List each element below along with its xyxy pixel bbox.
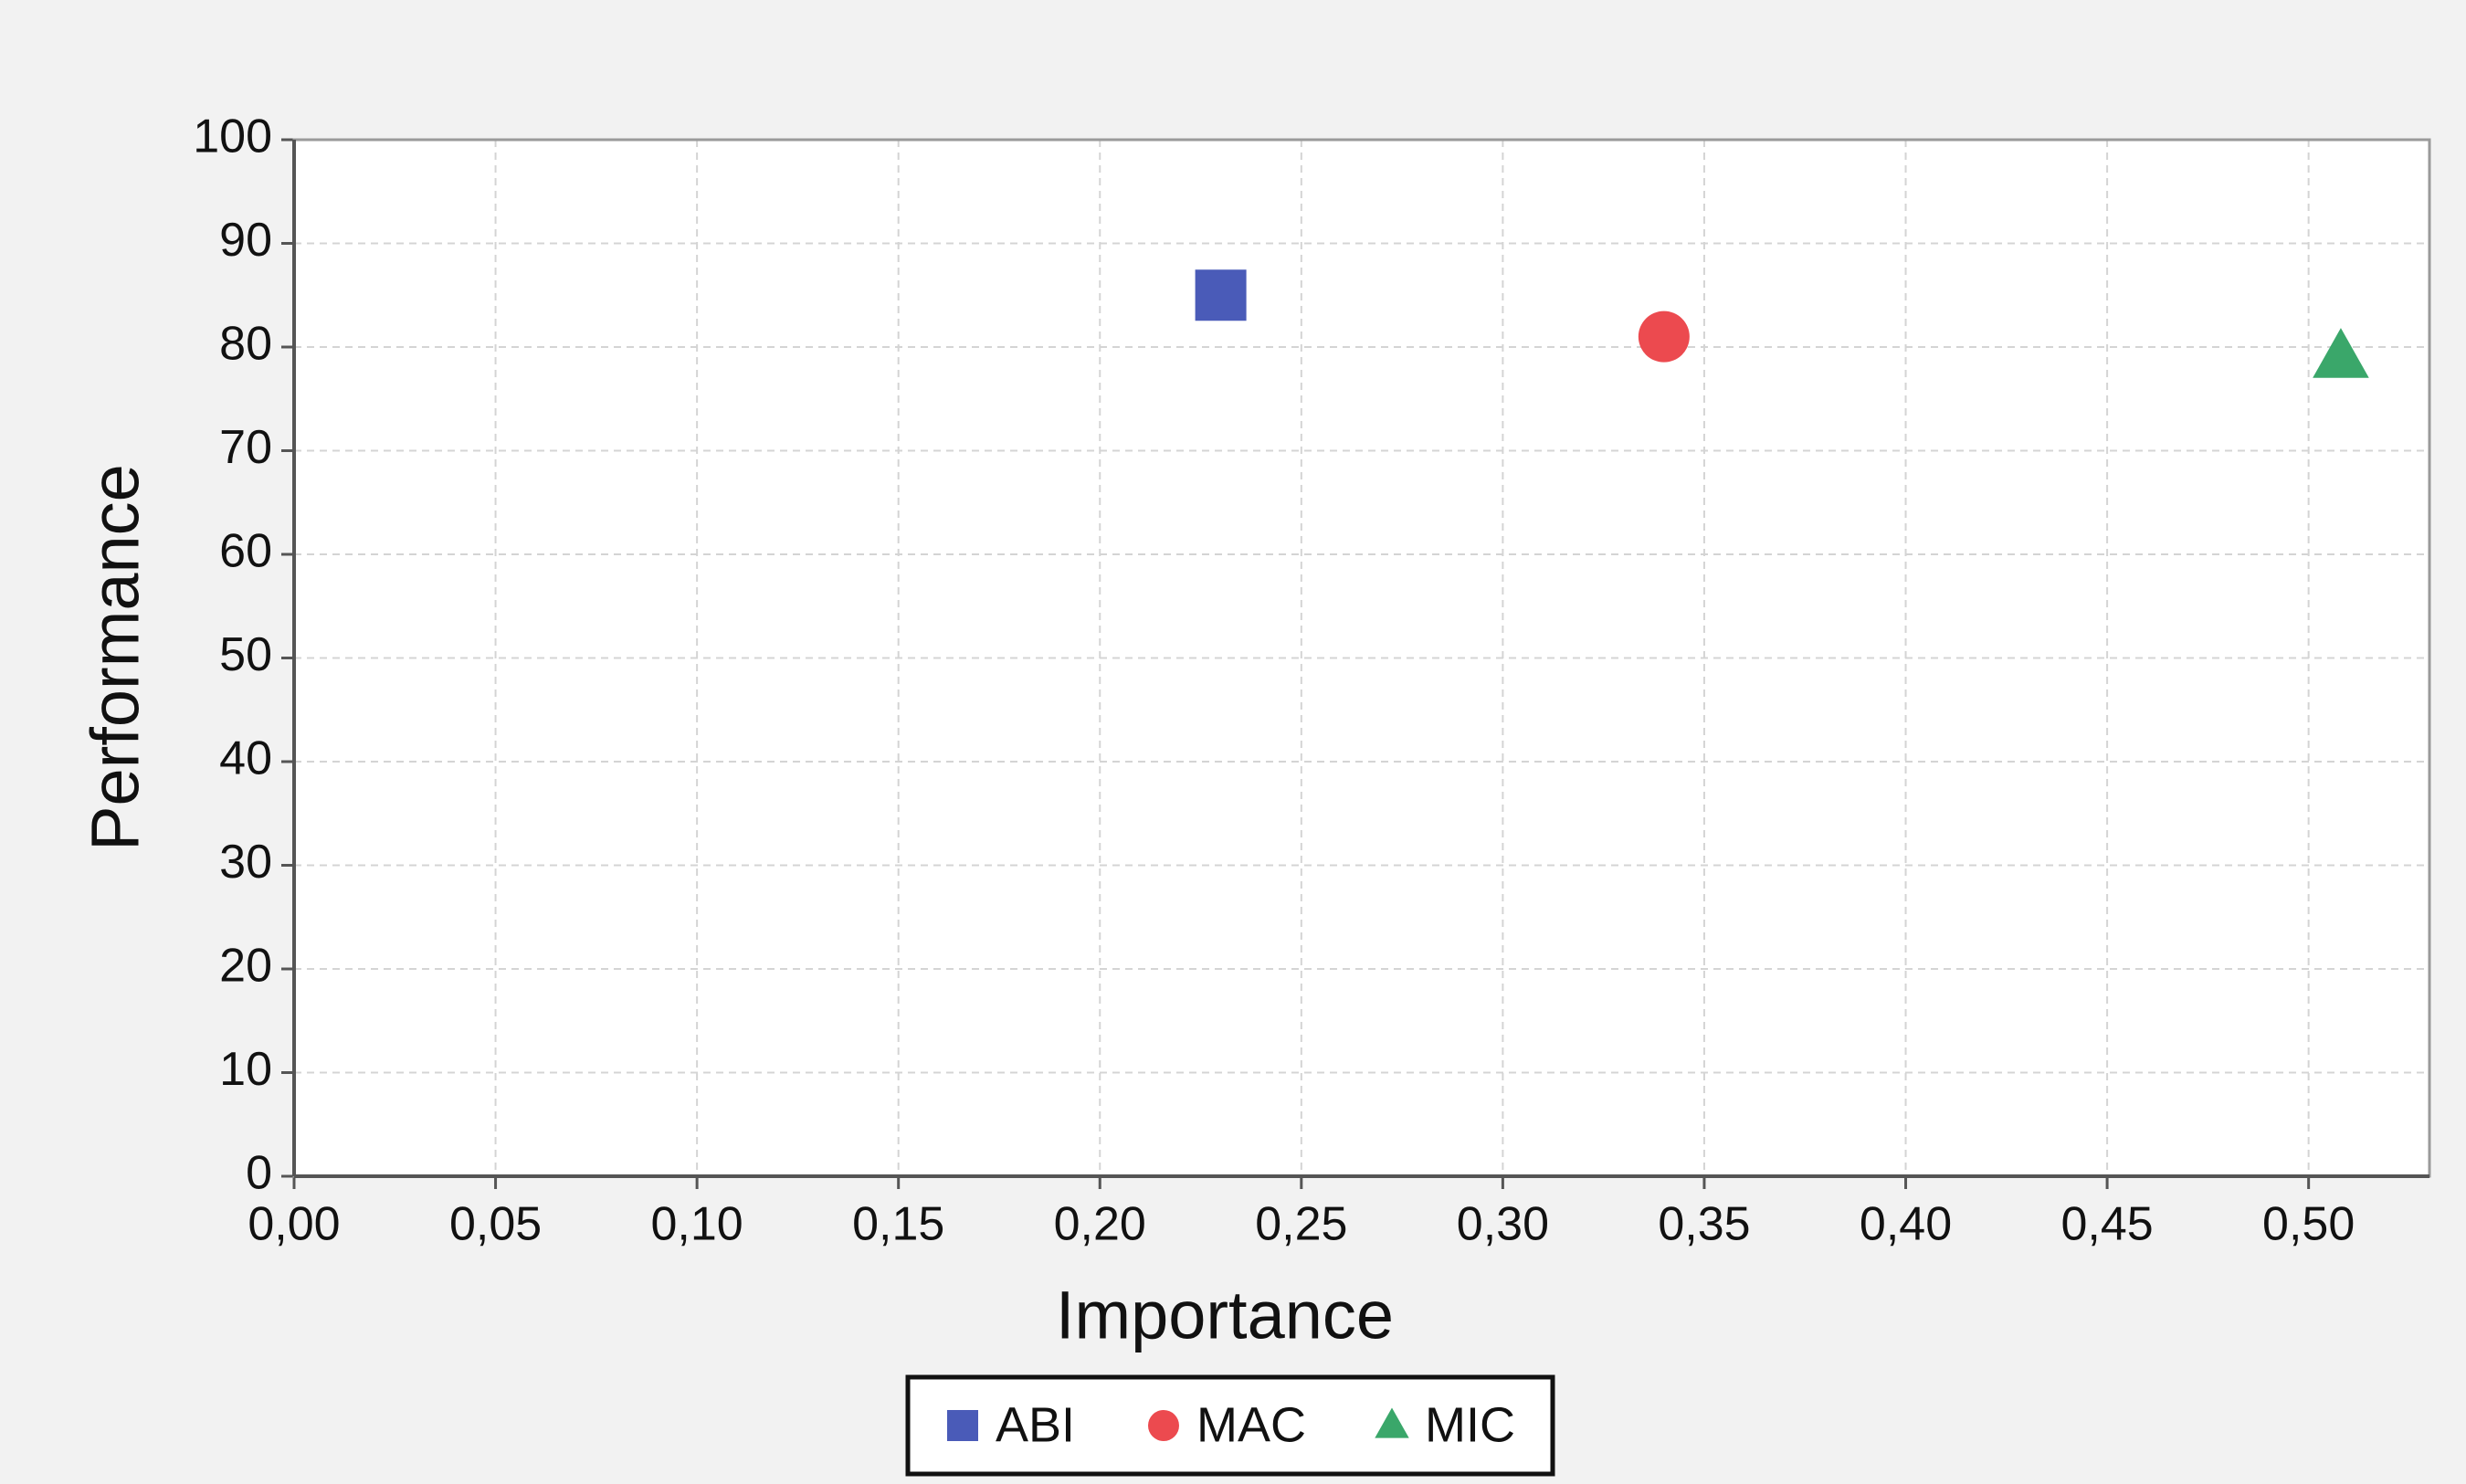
x-tick-label: 0,45 [2060, 1198, 2153, 1251]
y-tick-label: 100 [193, 111, 272, 163]
legend-label: MAC [1196, 1397, 1306, 1452]
point [1195, 269, 1247, 321]
y-tick-label: 10 [219, 1043, 272, 1096]
legend-label: MIC [1425, 1397, 1515, 1452]
y-tick-label: 70 [219, 421, 272, 474]
x-tick-label: 0,15 [852, 1198, 944, 1251]
y-tick-label: 80 [219, 318, 272, 371]
y-tick-label: 50 [219, 628, 272, 681]
x-tick-label: 0,10 [651, 1198, 743, 1251]
x-tick-label: 0,20 [1054, 1198, 1146, 1251]
x-tick-label: 0,25 [1255, 1198, 1347, 1251]
point [1638, 310, 1690, 363]
y-tick-label: 90 [219, 214, 272, 267]
y-tick-label: 20 [219, 940, 272, 993]
x-tick-label: 0,30 [1457, 1198, 1549, 1251]
y-tick-label: 0 [246, 1147, 272, 1200]
x-tick-label: 0,00 [248, 1198, 340, 1251]
x-tick-label: 0,40 [1860, 1198, 1952, 1251]
legend-box [905, 1374, 1555, 1477]
point [2313, 328, 2369, 378]
legend-marker [1148, 1410, 1179, 1441]
y-axis-title: Performance [78, 464, 153, 851]
x-tick-label: 0,35 [1658, 1198, 1750, 1251]
legend-label: ABI [996, 1397, 1075, 1452]
x-tick-label: 0,05 [449, 1198, 542, 1251]
legend-marker [947, 1410, 978, 1441]
y-tick-label: 40 [219, 732, 272, 785]
x-tick-label: 0,50 [2262, 1198, 2355, 1251]
y-tick-label: 30 [219, 836, 272, 889]
x-axis-title: Importance [1056, 1278, 1394, 1353]
legend-marker [1375, 1407, 1409, 1438]
y-tick-label: 60 [219, 525, 272, 578]
